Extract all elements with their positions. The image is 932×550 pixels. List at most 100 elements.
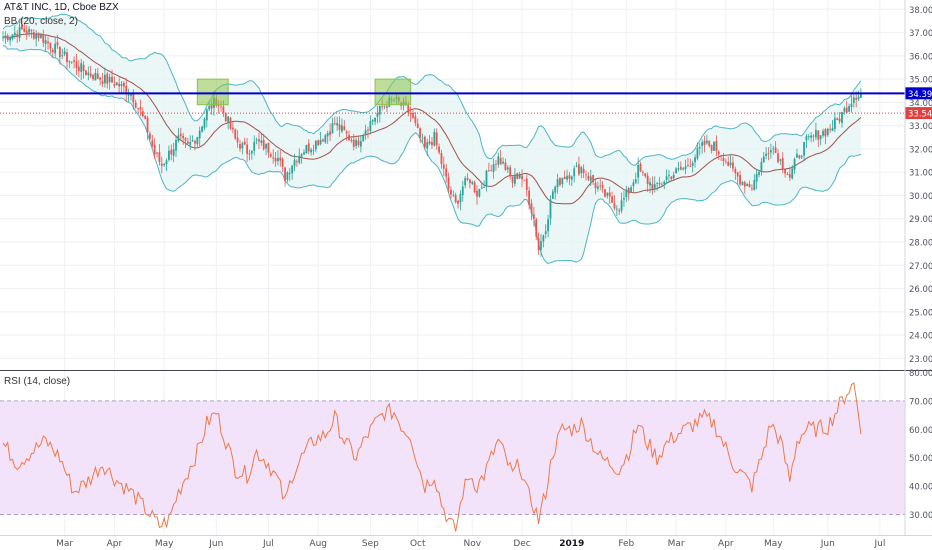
candle-body [272, 157, 275, 159]
candle [298, 148, 301, 165]
candle-body [665, 176, 668, 180]
candle [675, 167, 677, 174]
candle [485, 169, 488, 192]
candle-body [772, 148, 775, 150]
price-tick-label: 26.00 [909, 285, 932, 295]
candle-body [497, 156, 500, 165]
candle [428, 135, 431, 146]
candle-body [177, 135, 180, 141]
candle-body [409, 113, 412, 115]
candle [189, 135, 192, 150]
candle-body [701, 142, 704, 146]
candle [836, 117, 839, 121]
candle [182, 132, 185, 145]
candle-body [201, 126, 203, 132]
candle-body [476, 190, 478, 197]
candle [658, 176, 661, 187]
candle-body [791, 168, 794, 179]
candle-body [2, 37, 4, 39]
candle-body [596, 186, 599, 189]
candle-body [431, 142, 433, 146]
candle-body [705, 140, 708, 144]
candle [319, 131, 322, 146]
candle-body [291, 165, 294, 174]
candle-body [554, 186, 557, 193]
level-tag-label: 33.54 [908, 110, 932, 120]
candle-body [715, 141, 718, 151]
candle-body [440, 153, 443, 165]
candle [248, 149, 251, 161]
candle [224, 112, 227, 123]
candle [701, 139, 704, 154]
candle-body [255, 139, 258, 141]
candle-body [826, 128, 829, 136]
candle-body [532, 214, 535, 219]
candle-body [632, 182, 635, 186]
candle [516, 172, 519, 180]
candle-body [66, 52, 68, 63]
candle-body [734, 168, 737, 174]
candle [627, 186, 630, 201]
candle-body [781, 158, 784, 170]
candle [284, 166, 286, 187]
candle [663, 180, 666, 190]
candle [779, 158, 782, 165]
candle [260, 133, 263, 146]
candle [267, 142, 270, 158]
candle-body [575, 165, 578, 167]
candle [452, 190, 455, 198]
candle [765, 147, 768, 160]
candle [819, 135, 822, 145]
candle-body [186, 141, 189, 144]
candle-body [149, 133, 151, 139]
candle [478, 188, 481, 198]
candle-body [810, 135, 813, 138]
candle [357, 136, 360, 148]
candle-body [63, 51, 66, 55]
candle-body [25, 30, 28, 35]
candle [473, 180, 476, 194]
time-tick-label: Jul [873, 539, 885, 549]
candle [464, 175, 467, 189]
bb-lower-line [2, 45, 862, 265]
candle-body [414, 116, 417, 124]
candle-body [459, 193, 462, 203]
candle [322, 138, 324, 142]
candle [687, 157, 689, 168]
candle [312, 144, 315, 156]
candle-body [450, 189, 452, 195]
price-tick-label: 35.00 [909, 76, 932, 86]
candle-body [623, 197, 625, 200]
candle-body [250, 150, 253, 154]
candle-body [300, 154, 303, 157]
candle-body [158, 152, 161, 162]
candle [274, 151, 277, 167]
candle-body [40, 34, 42, 38]
rsi-tick-label: 80.00 [909, 369, 932, 379]
candle-body [182, 135, 185, 139]
candle [350, 137, 353, 143]
candle-body [599, 185, 602, 187]
candle [705, 134, 708, 145]
candle [727, 156, 730, 167]
candle [596, 181, 599, 192]
candle-body [580, 167, 583, 174]
candle [172, 142, 175, 163]
candle [703, 135, 706, 153]
candle-body [348, 135, 350, 140]
candle [445, 163, 448, 183]
candle-body [838, 118, 841, 122]
candle [293, 153, 296, 171]
candle-body [23, 28, 26, 32]
price-tick-label: 34.00 [909, 99, 932, 109]
candle [696, 142, 699, 161]
candle [483, 180, 486, 188]
candle-body [710, 144, 713, 151]
candle-body [644, 173, 647, 177]
time-tick-label: Apr [718, 539, 734, 549]
candle [179, 127, 182, 140]
candle [772, 145, 775, 155]
candle [419, 127, 422, 143]
